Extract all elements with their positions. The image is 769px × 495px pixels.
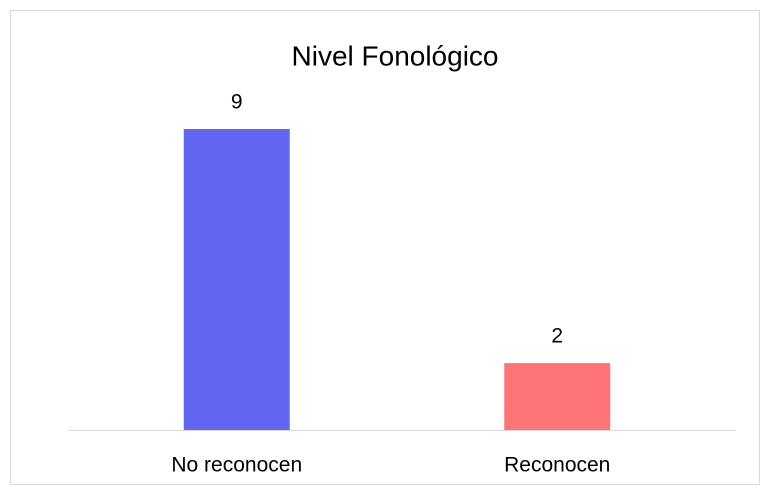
- bar: [504, 363, 611, 430]
- data-label: 9: [231, 91, 243, 114]
- chart-border: [10, 10, 760, 485]
- x-tick-label: Reconocen: [504, 454, 610, 477]
- data-label: 2: [551, 325, 563, 348]
- chart-title: Nivel Fonológico: [292, 40, 499, 71]
- bar: [183, 129, 290, 430]
- x-tick-label: No reconocen: [171, 454, 302, 477]
